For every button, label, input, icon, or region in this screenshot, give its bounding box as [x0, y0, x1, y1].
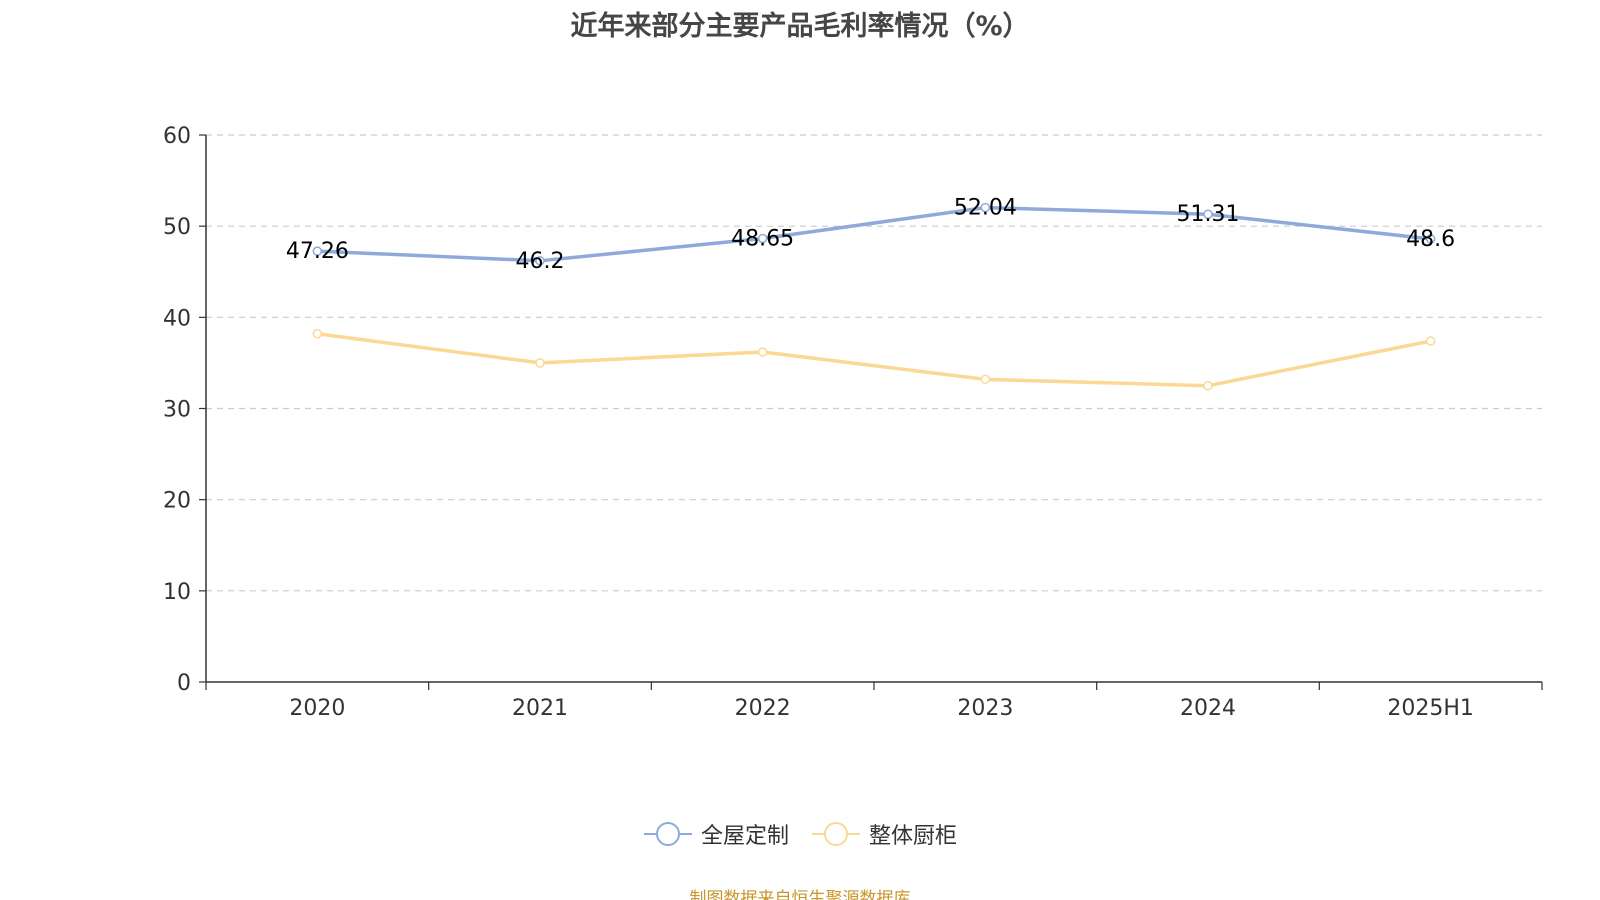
y-tick-label: 0 [177, 671, 191, 696]
y-tick-label: 50 [163, 215, 191, 240]
data-point [981, 375, 989, 383]
legend-line-circle-icon [811, 821, 861, 847]
legend-line-circle-icon [643, 821, 693, 847]
y-tick-label: 10 [163, 580, 191, 605]
y-tick-label: 30 [163, 398, 191, 423]
data-label: 48.65 [731, 226, 794, 251]
series-line-1 [317, 208, 1430, 261]
data-point [536, 359, 544, 367]
source-note: 制图数据来自恒生聚源数据库 [0, 884, 1600, 900]
y-tick-label: 20 [163, 489, 191, 514]
data-point [1427, 337, 1435, 345]
y-tick-label: 40 [163, 306, 191, 331]
legend-item-series-2[interactable]: 整体厨柜 [811, 818, 957, 850]
x-tick-label: 2021 [512, 696, 568, 721]
legend-label-series-1: 全屋定制 [701, 818, 789, 850]
series-group-2 [313, 330, 1434, 390]
x-tick-label: 2025H1 [1387, 696, 1474, 721]
legend-item-series-1[interactable]: 全屋定制 [643, 818, 789, 850]
data-label: 52.04 [954, 196, 1017, 221]
data-point [313, 330, 321, 338]
series-group-1: 47.26 46.2 48.65 52.04 51.31 48.6 [286, 196, 1455, 274]
data-label: 46.2 [516, 249, 565, 274]
data-point [759, 348, 767, 356]
y-tick-label: 60 [163, 124, 191, 149]
data-label: 47.26 [286, 239, 349, 264]
x-tick-label: 2023 [957, 696, 1013, 721]
line-chart-plot: 0 10 20 30 40 50 60 2020 2021 2022 2023 2024 2025H1 4… [0, 0, 1600, 900]
legend-label-series-2: 整体厨柜 [869, 818, 957, 850]
x-tick-label: 2022 [735, 696, 791, 721]
x-tick-label: 2024 [1180, 696, 1236, 721]
data-label: 48.6 [1406, 227, 1455, 252]
chart-container: 近年来部分主要产品毛利率情况（%） 0 10 20 30 40 50 60 2020 2021 2… [0, 0, 1600, 900]
data-label: 51.31 [1177, 202, 1240, 227]
x-tick-label: 2020 [289, 696, 345, 721]
data-point [1204, 382, 1212, 390]
series-line-2 [317, 334, 1430, 386]
legend: 全屋定制 整体厨柜 [0, 818, 1600, 850]
